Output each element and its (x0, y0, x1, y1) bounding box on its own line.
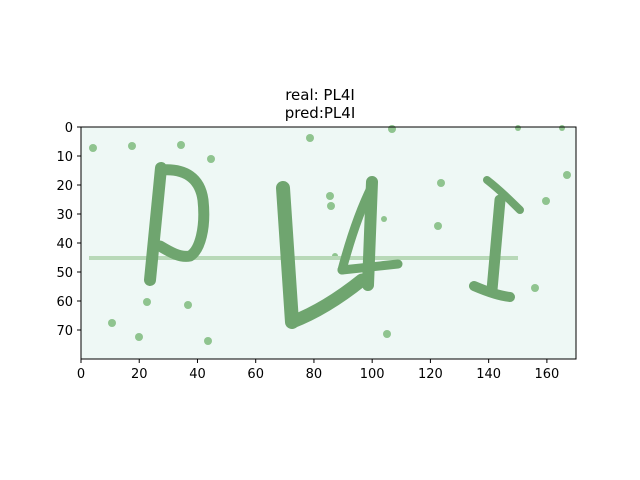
glyph-i-base (469, 281, 515, 302)
x-tick-label: 120 (418, 367, 443, 382)
y-tick-label: 10 (56, 150, 73, 165)
title-real: real: PL4I (285, 86, 355, 104)
y-tick-label: 60 (56, 295, 73, 310)
y-tick-label: 50 (56, 266, 73, 281)
glyph-l (276, 181, 299, 329)
glyph-i-stem (486, 194, 506, 296)
x-tick-label: 100 (360, 367, 385, 382)
x-tick-label: 0 (77, 367, 85, 382)
glyph-p-bowl (154, 164, 210, 262)
x-tick-label: 60 (247, 367, 264, 382)
glyph-4-bar (337, 259, 403, 275)
captcha-glyphs (144, 162, 524, 329)
y-tick-label: 20 (56, 179, 73, 194)
x-tick-label: 80 (306, 367, 323, 382)
title-pred: pred:PL4I (284, 104, 356, 122)
glyph-4-diag (337, 181, 377, 275)
glyph-i-top (483, 176, 524, 214)
x-tick-label: 140 (476, 367, 501, 382)
y-axis-ticks: 0 10 20 30 40 50 60 70 (56, 121, 81, 339)
x-tick-label: 20 (131, 367, 148, 382)
glyph-l-base (285, 273, 369, 329)
image-axes: 0 20 40 60 80 100 120 140 160 0 10 20 30 40 50 60 70 (56, 121, 577, 382)
y-tick-label: 70 (56, 324, 73, 339)
y-tick-label: 0 (65, 121, 73, 136)
x-tick-label: 40 (189, 367, 206, 382)
x-axis-ticks: 0 20 40 60 80 100 120 140 160 (77, 359, 559, 382)
glyph-p (144, 162, 167, 286)
y-tick-label: 40 (56, 237, 73, 252)
y-tick-label: 30 (56, 208, 73, 223)
x-tick-label: 160 (534, 367, 559, 382)
noise-dots (89, 125, 571, 345)
figure-title: real: PL4I pred:PL4I (0, 86, 640, 122)
